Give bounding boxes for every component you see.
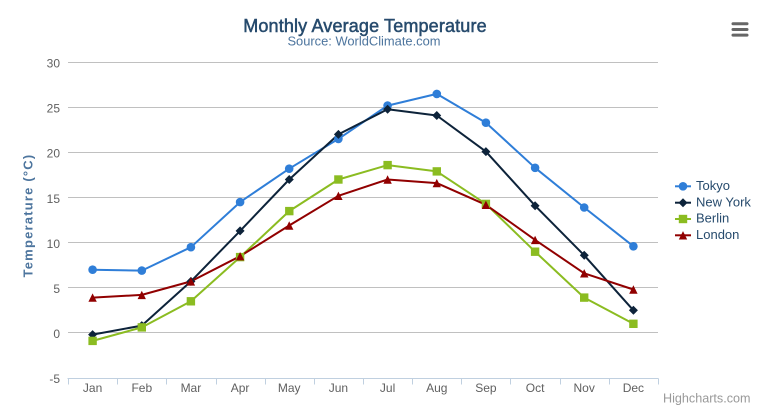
svg-text:Jul: Jul xyxy=(380,381,395,395)
svg-text:15: 15 xyxy=(47,192,61,206)
svg-text:Oct: Oct xyxy=(526,381,545,395)
svg-text:Berlin: Berlin xyxy=(696,211,729,226)
svg-text:0: 0 xyxy=(53,327,60,341)
svg-text:Tokyo: Tokyo xyxy=(696,178,730,193)
svg-text:20: 20 xyxy=(47,147,61,161)
svg-text:Apr: Apr xyxy=(231,381,250,395)
svg-text:London: London xyxy=(696,227,739,242)
svg-text:Highcharts.com: Highcharts.com xyxy=(663,391,751,405)
svg-text:Monthly Average Temperature: Monthly Average Temperature xyxy=(243,16,487,36)
svg-text:5: 5 xyxy=(53,282,60,296)
svg-text:Sep: Sep xyxy=(475,381,497,395)
svg-text:Jun: Jun xyxy=(329,381,348,395)
svg-text:Nov: Nov xyxy=(574,381,595,395)
svg-text:Feb: Feb xyxy=(131,381,152,395)
svg-text:May: May xyxy=(278,381,301,395)
svg-text:25: 25 xyxy=(47,102,61,116)
svg-text:Temperature (°C): Temperature (°C) xyxy=(21,154,36,278)
svg-text:Dec: Dec xyxy=(623,381,644,395)
svg-text:New York: New York xyxy=(696,194,751,209)
svg-text:Mar: Mar xyxy=(181,381,202,395)
svg-text:-5: -5 xyxy=(49,372,60,386)
svg-text:Source: WorldClimate.com: Source: WorldClimate.com xyxy=(287,34,440,49)
svg-text:Jan: Jan xyxy=(83,381,102,395)
svg-text:Aug: Aug xyxy=(426,381,447,395)
svg-text:30: 30 xyxy=(47,57,61,71)
svg-text:10: 10 xyxy=(47,237,61,251)
